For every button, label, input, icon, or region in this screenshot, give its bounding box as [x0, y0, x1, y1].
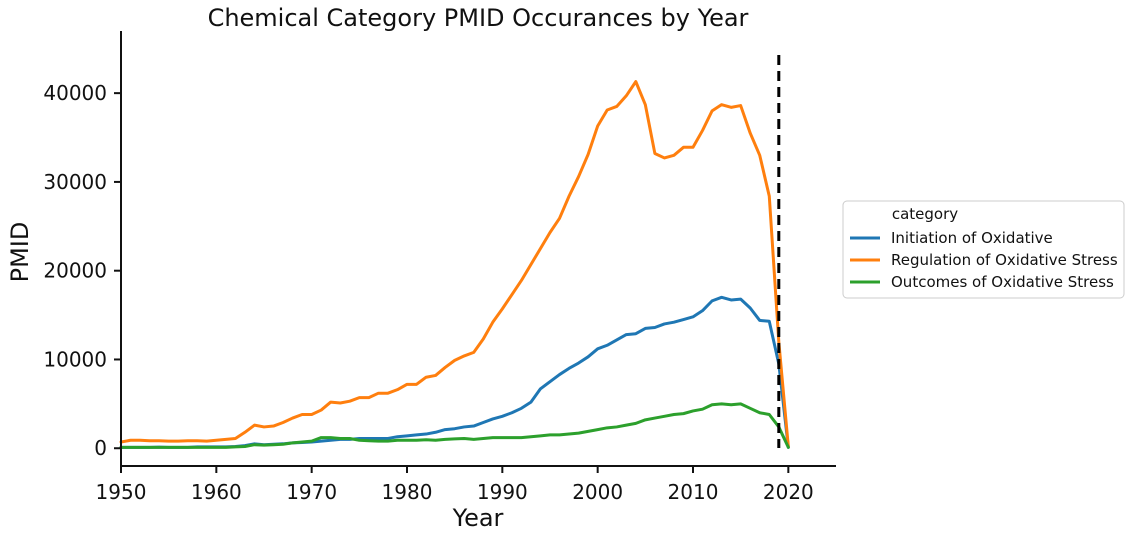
x-tick-label: 1970	[286, 480, 337, 504]
legend-entries: Initiation of Oxidative Regulation of Oxi…	[850, 229, 1118, 291]
y-tick-label: 20000	[43, 259, 107, 283]
legend-frame	[842, 200, 1125, 299]
x-tick-label: 1980	[382, 480, 433, 504]
legend-label-3: Outcomes of Oxidative Stress	[891, 273, 1114, 291]
x-tick-label: 2020	[763, 480, 814, 504]
y-tick-label: 10000	[43, 347, 107, 371]
legend-title: category	[892, 205, 958, 223]
series-line-2	[119, 80, 790, 448]
x-ticks: 1950 1960 1970 1980 1990 2000 2010 2020	[96, 466, 814, 504]
plot-lines	[119, 80, 790, 449]
y-tick-label: 0	[94, 436, 107, 460]
chart-title: Chemical Category PMID Occurances by Yea…	[208, 4, 749, 32]
y-tick-label: 40000	[43, 81, 107, 105]
x-tick-label: 1960	[191, 480, 242, 504]
y-ticks: 0 10000 20000 30000 40000	[43, 81, 121, 460]
series-line-1	[119, 295, 790, 449]
x-axis-label: Year	[452, 504, 504, 532]
x-tick-label: 1950	[96, 480, 147, 504]
series-line-3	[119, 402, 790, 449]
y-axis-label: PMID	[6, 222, 34, 283]
legend: category Initiation of Oxidative Regulati…	[842, 200, 1125, 299]
legend-label-2: Regulation of Oxidative Stress	[891, 251, 1118, 269]
legend-label-1: Initiation of Oxidative	[891, 229, 1053, 247]
x-tick-label: 2000	[572, 480, 623, 504]
x-tick-label: 1990	[477, 480, 528, 504]
x-tick-label: 2010	[668, 480, 719, 504]
y-tick-label: 30000	[43, 170, 107, 194]
